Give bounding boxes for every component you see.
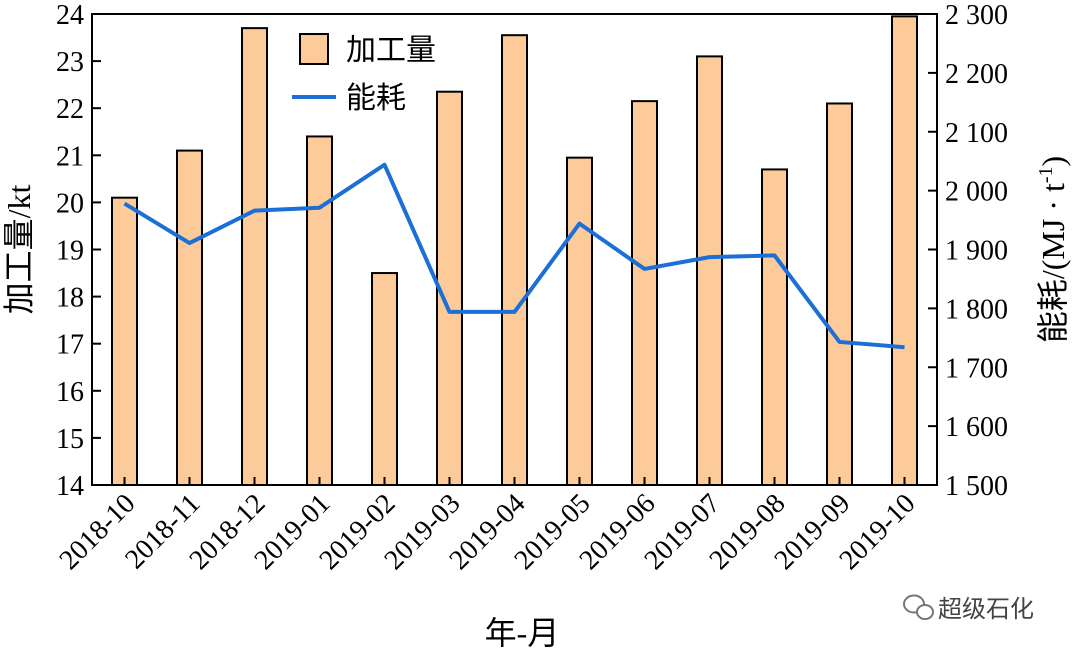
- right-axis-title: 能耗/(MJ · t-1): [1035, 156, 1071, 343]
- right-tick-label: 2 100: [945, 118, 1008, 149]
- left-tick-label: 16: [56, 377, 84, 408]
- right-tick-label: 2 000: [945, 177, 1008, 208]
- bar-2019-08: [761, 168, 788, 486]
- left-tick-label: 20: [56, 188, 84, 219]
- left-tick-label: 23: [56, 47, 84, 78]
- wechat-icon: [903, 594, 934, 620]
- right-axis-ticks: 1 500 1 600 1 700 1 800 1 900 2 000 2 100 2 200…: [928, 0, 1008, 502]
- right-tick-label: 1 900: [945, 236, 1008, 267]
- bar-2019-02: [371, 272, 398, 486]
- bar-2018-12: [241, 27, 268, 486]
- left-tick-label: 19: [56, 236, 84, 267]
- legend-swatch-bar: [299, 33, 329, 65]
- bar-2019-01: [306, 135, 333, 487]
- x-axis-title: 年-月: [485, 615, 560, 651]
- left-tick-label: 24: [56, 0, 84, 31]
- x-axis-ticks: 2018-102018-112018-122019-012019-022019-…: [54, 477, 921, 576]
- watermark-text: 超级石化: [938, 595, 1034, 623]
- bar-2019-07: [696, 55, 723, 486]
- left-tick-label: 17: [56, 330, 84, 361]
- left-tick-label: 22: [56, 94, 84, 125]
- energy-line: [123, 162, 905, 350]
- right-axis-title-sup: -1: [1035, 166, 1057, 183]
- bar-2019-05: [566, 156, 593, 486]
- bar-2019-06: [631, 100, 658, 486]
- right-axis-title-main: 能耗/(MJ · t: [1035, 183, 1071, 343]
- bar-2018-10: [111, 196, 138, 486]
- legend-label-line: 能耗: [346, 82, 406, 115]
- left-tick-label: 14: [56, 471, 84, 502]
- bar-2019-04: [501, 34, 528, 486]
- right-tick-label: 1 600: [945, 412, 1008, 443]
- bar-2018-11: [176, 149, 203, 486]
- bar-2019-10: [891, 15, 918, 486]
- left-tick-label: 21: [56, 141, 84, 172]
- left-axis-ticks: 14 15 16 17 18 19 20 21 22 23 24: [56, 0, 101, 502]
- right-axis-title-close: ): [1035, 156, 1071, 167]
- line-group: [123, 162, 905, 350]
- left-axis-title: 加工量/kt: [1, 185, 37, 315]
- left-tick-label: 15: [56, 424, 84, 455]
- right-tick-label: 2 200: [945, 59, 1008, 90]
- right-tick-label: 1 700: [945, 353, 1008, 384]
- left-tick-label: 18: [56, 283, 84, 314]
- right-tick-label: 2 300: [945, 0, 1008, 31]
- bars-group: [111, 15, 918, 487]
- watermark: 超级石化: [903, 594, 1034, 623]
- legend-label-bar: 加工量: [346, 34, 436, 67]
- legend: 加工量 能耗: [292, 33, 436, 115]
- right-tick-label: 1 500: [945, 471, 1008, 502]
- right-tick-label: 1 800: [945, 294, 1008, 325]
- bar-2019-09: [826, 102, 853, 487]
